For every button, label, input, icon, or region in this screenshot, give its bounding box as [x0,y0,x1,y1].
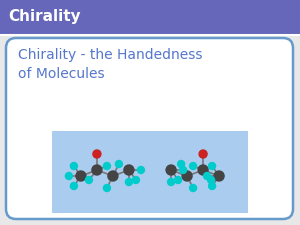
Circle shape [198,165,208,175]
Text: Chirality: Chirality [8,9,81,25]
Circle shape [108,171,118,181]
Circle shape [180,166,187,173]
Circle shape [182,171,192,181]
FancyBboxPatch shape [52,131,248,213]
Circle shape [116,160,122,167]
Circle shape [204,173,211,180]
Circle shape [65,173,72,180]
Circle shape [208,176,214,184]
Circle shape [76,171,86,181]
Circle shape [70,182,77,189]
FancyBboxPatch shape [6,38,293,219]
Circle shape [190,162,196,169]
Circle shape [199,150,207,158]
Circle shape [168,178,175,185]
Circle shape [103,162,110,169]
Circle shape [70,162,77,169]
Circle shape [137,166,144,173]
Circle shape [125,178,132,185]
Circle shape [124,165,134,175]
Circle shape [190,184,196,191]
Circle shape [208,182,216,189]
Circle shape [93,150,101,158]
Circle shape [178,160,184,167]
Circle shape [208,162,216,169]
Text: Chirality - the Handedness
of Molecules: Chirality - the Handedness of Molecules [18,48,202,81]
Circle shape [132,176,140,184]
Circle shape [92,165,102,175]
Circle shape [214,171,224,181]
Circle shape [166,165,176,175]
Circle shape [85,176,92,184]
FancyBboxPatch shape [0,0,300,34]
Circle shape [103,184,110,191]
Circle shape [175,176,182,184]
